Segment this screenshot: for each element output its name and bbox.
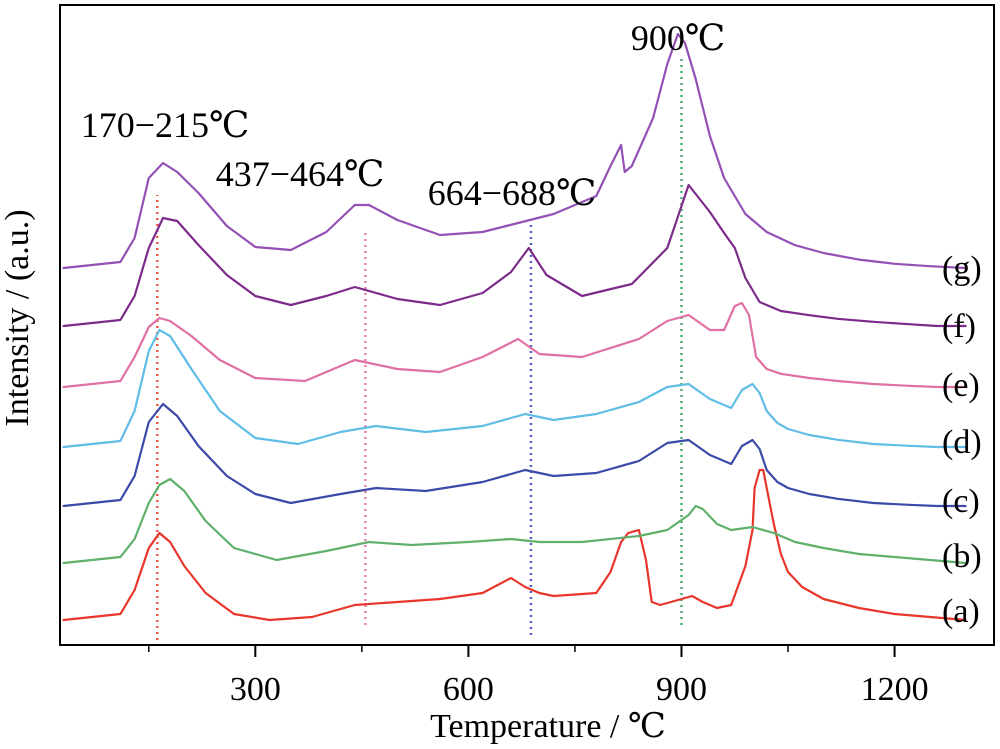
axes bbox=[59, 4, 995, 657]
x-tick-label: 300 bbox=[230, 671, 281, 708]
peak-annotation: 437−464℃ bbox=[216, 154, 385, 194]
series-label-a: (a) bbox=[942, 593, 980, 630]
peak-annotation: 900℃ bbox=[631, 18, 725, 58]
series-label-b: (b) bbox=[942, 538, 982, 575]
series-label-g: (g) bbox=[942, 250, 982, 287]
series-label-f: (f) bbox=[942, 308, 976, 345]
series-line-c bbox=[62, 402, 967, 508]
x-axis-label: Temperature / ℃ bbox=[430, 708, 666, 745]
peak-annotation: 664−688℃ bbox=[428, 173, 597, 213]
series-line-d bbox=[62, 328, 967, 449]
series-line-f bbox=[62, 183, 967, 328]
guide-lines bbox=[156, 55, 683, 640]
labels: (a) (b) (c) (d) (e) (f) (g) 300 600 900 1200 Temper… bbox=[0, 18, 982, 745]
x-tick-label: 1200 bbox=[861, 671, 929, 708]
y-axis-label: Intensity / (a.u.) bbox=[0, 209, 36, 426]
series-lines bbox=[62, 32, 967, 622]
series-line-a bbox=[62, 468, 967, 622]
series-line-g bbox=[62, 32, 967, 270]
peak-annotation: 170−215℃ bbox=[81, 105, 250, 145]
x-tick-label: 900 bbox=[656, 671, 707, 708]
plot-frame bbox=[59, 4, 995, 646]
series-line-e bbox=[62, 301, 967, 389]
series-line-b bbox=[62, 477, 967, 565]
series-label-e: (e) bbox=[942, 367, 980, 404]
x-tick-label: 600 bbox=[443, 671, 494, 708]
series-label-c: (c) bbox=[942, 483, 980, 520]
series-label-d: (d) bbox=[942, 424, 982, 461]
